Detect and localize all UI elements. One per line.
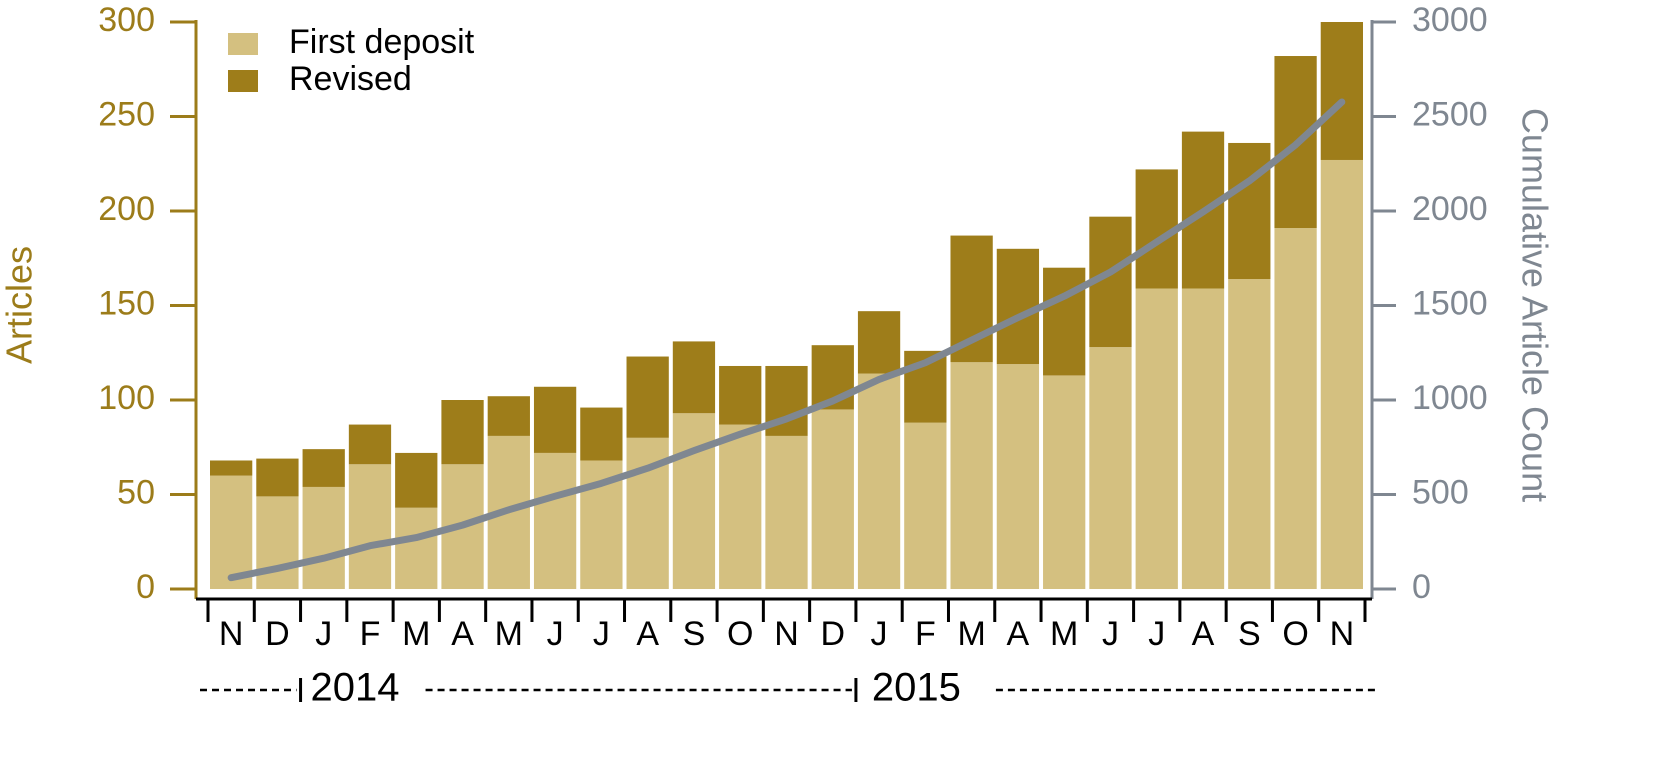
y-tick-label: 50 bbox=[117, 473, 155, 511]
x-tick-label: M bbox=[402, 615, 430, 653]
y-tick-label: 200 bbox=[98, 190, 155, 228]
bar-segment bbox=[719, 365, 762, 425]
bar-segment bbox=[348, 424, 392, 465]
x-tick-label: M bbox=[1050, 615, 1078, 653]
bar-segment bbox=[487, 396, 530, 436]
bar-segment bbox=[950, 362, 993, 589]
y2-tick-label: 1000 bbox=[1412, 379, 1488, 417]
x-tick-label: M bbox=[957, 615, 985, 653]
x-tick-label: D bbox=[265, 615, 290, 653]
bar-segment bbox=[256, 458, 299, 497]
bar-segment bbox=[210, 460, 253, 476]
x-tick-label: J bbox=[315, 615, 332, 653]
y2-tick-label: 0 bbox=[1412, 568, 1431, 606]
x-tick-label: S bbox=[1238, 615, 1261, 653]
x-tick-label: A bbox=[1192, 615, 1215, 653]
x-tick-label: J bbox=[1102, 615, 1119, 653]
bar-segment bbox=[1043, 375, 1086, 589]
x-tick-label: D bbox=[820, 615, 845, 653]
bar-segment bbox=[1320, 22, 1363, 160]
year-label: 2014 bbox=[311, 666, 400, 710]
y2-tick-label: 500 bbox=[1412, 473, 1469, 511]
y2-tick-label: 3000 bbox=[1412, 1, 1488, 39]
bar-segment bbox=[1043, 267, 1086, 376]
bar-segment bbox=[996, 248, 1040, 365]
y-tick-label: 150 bbox=[98, 284, 155, 322]
y2-axis-label: Cumulative Article Count bbox=[1514, 108, 1555, 502]
bar-segment bbox=[210, 475, 253, 589]
x-tick-label: N bbox=[219, 615, 244, 653]
x-tick-label: O bbox=[1282, 615, 1308, 653]
x-tick-label: S bbox=[683, 615, 706, 653]
x-tick-label: M bbox=[495, 615, 523, 653]
x-tick-label: J bbox=[1148, 615, 1165, 653]
x-tick-label: J bbox=[547, 615, 564, 653]
y-axis-label: Articles bbox=[0, 246, 40, 364]
bar-segment bbox=[1228, 142, 1271, 280]
x-tick-label: N bbox=[774, 615, 799, 653]
bar-segment bbox=[1320, 159, 1363, 589]
x-tick-label: N bbox=[1330, 615, 1355, 653]
legend-label: First deposit bbox=[289, 23, 475, 61]
bar-segment bbox=[1089, 347, 1132, 589]
x-tick-label: F bbox=[360, 615, 381, 653]
bar-segment bbox=[904, 422, 947, 589]
bar-segment bbox=[533, 386, 577, 453]
bar-segment bbox=[302, 486, 345, 589]
bar-segment bbox=[857, 311, 901, 374]
y2-tick-label: 2500 bbox=[1412, 95, 1488, 133]
bar-segment bbox=[395, 507, 438, 589]
x-tick-label: O bbox=[727, 615, 753, 653]
x-tick-label: J bbox=[871, 615, 888, 653]
bar-segment bbox=[1228, 279, 1271, 589]
y2-tick-label: 1500 bbox=[1412, 284, 1488, 322]
legend-swatch bbox=[228, 33, 258, 55]
bar-segment bbox=[533, 452, 577, 589]
x-tick-label: A bbox=[636, 615, 659, 653]
bar-segment bbox=[1181, 288, 1225, 589]
x-tick-label: F bbox=[915, 615, 936, 653]
year-label: 2015 bbox=[872, 666, 961, 710]
bar-segment bbox=[1274, 228, 1317, 589]
bar-segment bbox=[441, 400, 484, 465]
x-tick-label: A bbox=[451, 615, 474, 653]
bar-segment bbox=[626, 356, 669, 438]
bar-segment bbox=[672, 413, 716, 589]
bar-segment bbox=[811, 409, 854, 589]
x-tick-label: A bbox=[1007, 615, 1030, 653]
bar-segment bbox=[302, 449, 345, 487]
bar-segment bbox=[857, 373, 901, 589]
bar-segment bbox=[1135, 288, 1178, 589]
bar-segment bbox=[395, 452, 438, 508]
y-tick-label: 0 bbox=[136, 568, 155, 606]
bar-segment bbox=[580, 407, 623, 461]
bar-segment bbox=[765, 435, 808, 589]
y-tick-label: 300 bbox=[98, 1, 155, 39]
bar-segment bbox=[719, 424, 762, 589]
y-tick-label: 250 bbox=[98, 95, 155, 133]
y2-tick-label: 2000 bbox=[1412, 190, 1488, 228]
bar-segment bbox=[256, 496, 299, 589]
bar-segment bbox=[348, 464, 392, 589]
y-tick-label: 100 bbox=[98, 379, 155, 417]
legend-swatch bbox=[228, 70, 258, 92]
bar-segment bbox=[672, 341, 716, 414]
x-tick-label: J bbox=[593, 615, 610, 653]
legend-label: Revised bbox=[289, 60, 412, 98]
cumulative-line bbox=[227, 98, 1346, 582]
bar-segment bbox=[996, 364, 1040, 589]
